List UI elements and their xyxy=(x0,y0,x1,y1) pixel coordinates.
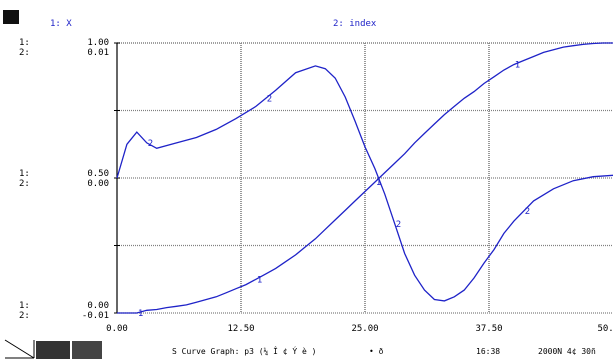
x-tick-label: 37.50 xyxy=(475,324,502,334)
status-thumbnail-2[interactable] xyxy=(72,341,102,359)
legend-series-2: 2: index xyxy=(333,19,377,29)
series-marker-2: 2 xyxy=(267,94,272,104)
x-tick-label: 25.00 xyxy=(351,324,378,334)
top-prefix-2: 2: xyxy=(19,48,30,58)
series-line-2 xyxy=(116,65,613,302)
x-tick-label: 50.00 xyxy=(597,324,613,334)
app-icon[interactable] xyxy=(3,10,19,24)
series-marker-1: 1 xyxy=(515,61,520,71)
status-glyph: • ð xyxy=(369,347,384,356)
bot-prefix-1: 1: xyxy=(19,301,30,311)
bot-value-1: 0.00 xyxy=(87,301,109,311)
series-marker-1: 1 xyxy=(257,275,262,285)
top-prefix-1: 1: xyxy=(19,38,30,48)
status-thumbnail-1[interactable] xyxy=(36,341,70,359)
resize-handle-diagonal[interactable] xyxy=(4,339,35,359)
legend-series-1: 1: X xyxy=(50,19,72,29)
x-tick-labels: 0.00 12.50 25.00 37.50 50.00 xyxy=(106,324,613,334)
status-date: 2000N 4¢ 30ñ xyxy=(538,347,596,356)
mid-prefix-1: 1: xyxy=(19,169,30,179)
series-lines: 1 1 1 1 2 2 2 2 xyxy=(116,42,613,319)
status-bar: S Curve Graph: p3 (¼ Î ¢ Ý è ) • ð 16:38… xyxy=(4,339,596,359)
status-title: S Curve Graph: p3 (¼ Î ¢ Ý è ) xyxy=(172,345,317,356)
series-marker-1: 1 xyxy=(138,309,143,319)
top-value-2: 0.01 xyxy=(87,48,109,58)
left-axis-labels: 1: 2: 1.00 0.01 1: 2: 0.50 0.00 1: 2: 0.… xyxy=(19,38,109,321)
grid-lines xyxy=(117,42,613,314)
bot-value-2: -0.01 xyxy=(82,311,109,321)
x-tick-label: 12.50 xyxy=(227,324,254,334)
status-time: 16:38 xyxy=(476,347,500,356)
series-marker-2: 2 xyxy=(148,139,153,149)
series-marker-2: 2 xyxy=(396,220,401,230)
mid-value-2: 0.00 xyxy=(87,179,109,189)
top-value-1: 1.00 xyxy=(87,38,109,48)
series-marker-1: 1 xyxy=(376,178,381,188)
x-tick-label: 0.00 xyxy=(106,324,128,334)
bot-prefix-2: 2: xyxy=(19,311,30,321)
mid-prefix-2: 2: xyxy=(19,179,30,189)
mid-value-1: 0.50 xyxy=(87,169,109,179)
series-line-1 xyxy=(117,42,613,314)
series-marker-2: 2 xyxy=(525,207,530,217)
